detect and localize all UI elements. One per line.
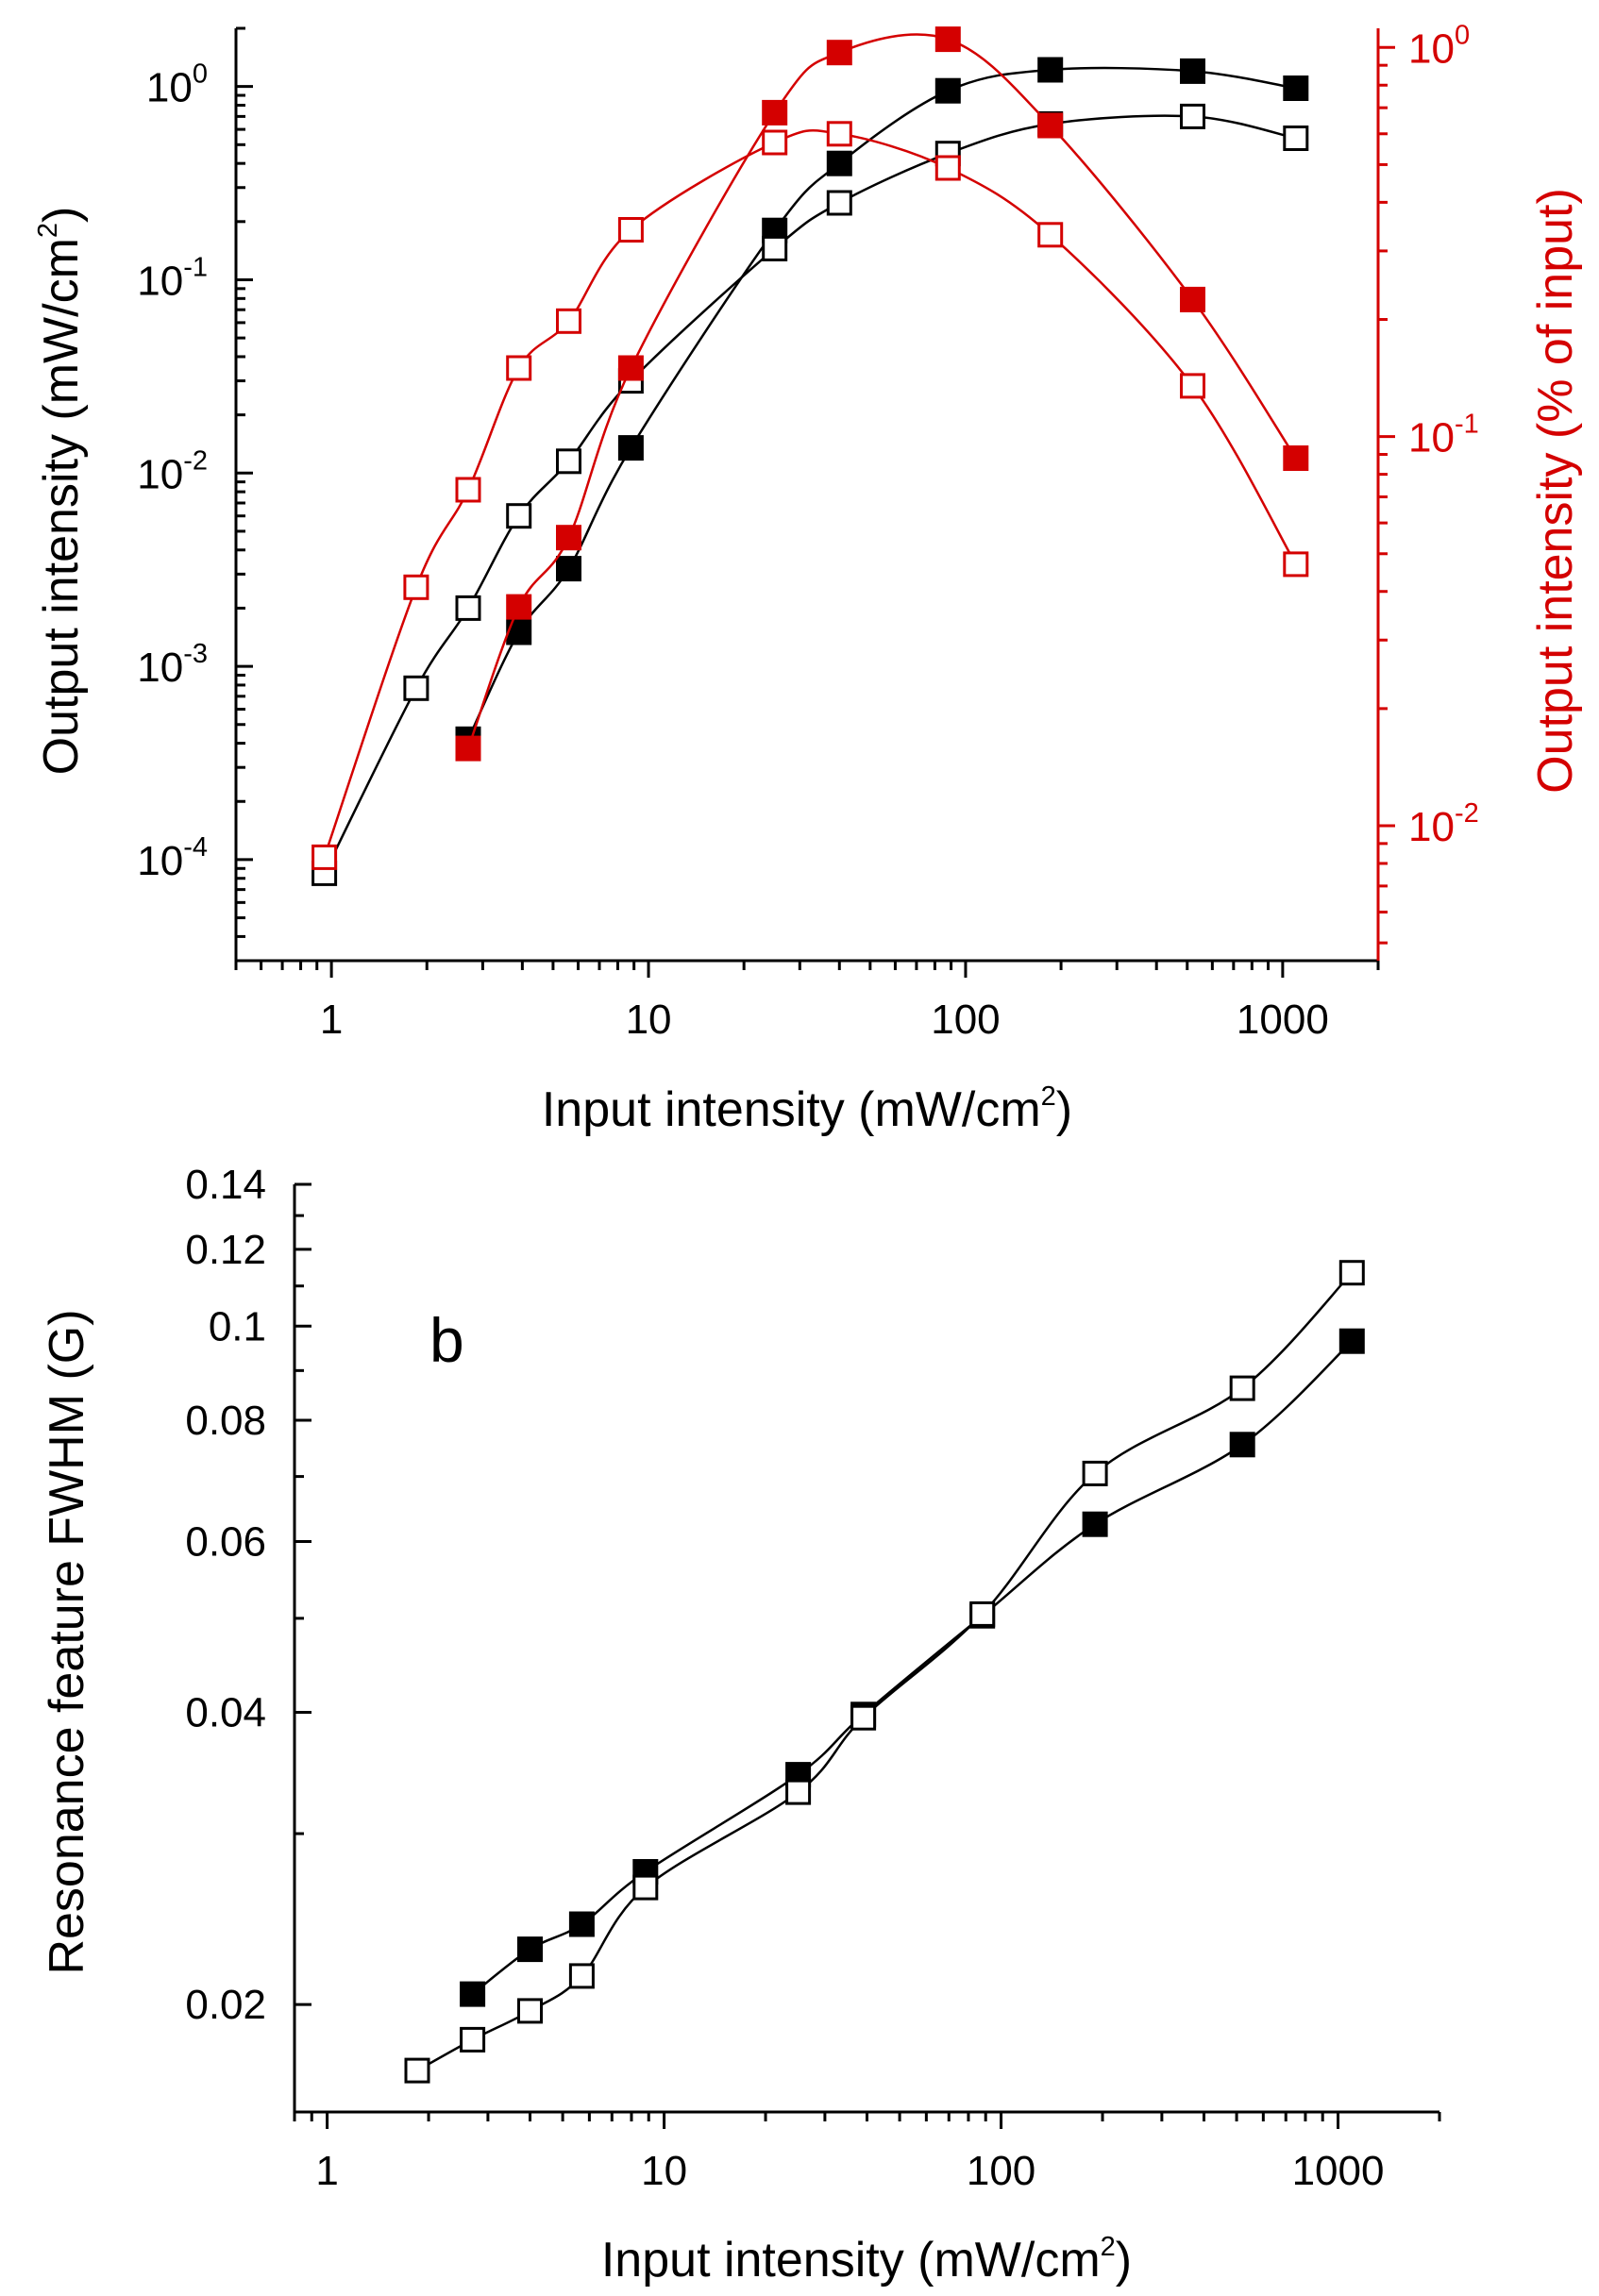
panel-b-series-1-marker bbox=[1082, 1460, 1108, 1486]
panel-a-series-1-marker bbox=[762, 235, 788, 261]
panel-a-series-1-marker bbox=[556, 448, 581, 475]
panel-a-right-y-tick-label: 100 bbox=[1408, 20, 1470, 72]
panel-a-series-1-marker bbox=[826, 190, 852, 216]
panel-a-series-0-marker bbox=[1283, 75, 1309, 101]
panel-b-y-tick-label: 0.14 bbox=[185, 1162, 266, 1208]
panel-b-y-tick-label: 0.02 bbox=[185, 1982, 266, 2028]
panel-a-series-2-marker bbox=[1037, 112, 1064, 139]
panel-a-series-2-line bbox=[466, 33, 1297, 749]
panel-a-x-axis-label: Input intensity (mW/cm2) bbox=[542, 1081, 1072, 1137]
panel-a-series-2-marker bbox=[506, 594, 532, 620]
panel-a-x-tick-label: 1 bbox=[320, 997, 343, 1043]
panel-b-series-0-line bbox=[471, 1340, 1354, 1996]
panel-a-x-tick-label: 10 bbox=[626, 997, 672, 1043]
panel-a-y-axis-label: Output intensity (mW/cm2) bbox=[33, 207, 89, 776]
panel-a-series-1-marker bbox=[506, 503, 532, 529]
panel-a-series-2-marker bbox=[826, 40, 852, 66]
panel-a-y-tick-label: 10-3 bbox=[137, 639, 208, 691]
panel-a-series-2-marker bbox=[762, 99, 788, 126]
panel-b-y-ticks: 0.02 0.04 0.06 0.08 0.1 0.12 0.14 bbox=[185, 1162, 311, 2028]
panel-a-series-0-marker bbox=[556, 556, 581, 582]
panel-b-fwhm-chart: 1 10 100 1000 0.02 0.04 0.06 0.08 0.1 0.12 0.14 b… bbox=[40, 1162, 1441, 2288]
panel-a-series-3-marker bbox=[1283, 551, 1309, 578]
panel-b-y-axis-label: Resonance feature FWHM (G) bbox=[40, 1309, 94, 1974]
panel-b-series-1-marker bbox=[517, 1998, 543, 2024]
panel-a-y-tick-label: 10-4 bbox=[137, 832, 208, 884]
panel-a-series-0-marker bbox=[617, 435, 644, 461]
panel-a-series bbox=[311, 26, 1309, 886]
panel-b-series-1-marker bbox=[850, 1704, 877, 1731]
panel-b-series-0-marker bbox=[460, 1981, 486, 2007]
panel-a-series-0-line bbox=[466, 66, 1297, 740]
panel-a-y-tick-label: 10-2 bbox=[137, 445, 208, 497]
panel-b-x-tick-label: 100 bbox=[967, 2148, 1035, 2194]
panel-a-y-tick-label: 10-1 bbox=[137, 252, 208, 304]
panel-a-series-3-marker bbox=[403, 574, 429, 600]
panel-a-right-y-axis-label: Output intensity (% of input) bbox=[1528, 188, 1583, 794]
panel-b-series-0-marker bbox=[1229, 1432, 1255, 1458]
panel-a-series-3-marker bbox=[617, 217, 644, 243]
panel-b-x-tick-label: 10 bbox=[641, 2148, 687, 2194]
panel-b-series-1-marker bbox=[404, 2057, 430, 2084]
panel-a-series-2-marker bbox=[556, 525, 581, 551]
panel-a-series-3-marker bbox=[455, 477, 481, 503]
panel-b-series-1-marker bbox=[460, 2026, 486, 2053]
panel-a-x-tick-label: 1000 bbox=[1237, 997, 1329, 1043]
panel-b-y-tick-label: 0.04 bbox=[185, 1690, 266, 1736]
panel-b-series-0-marker bbox=[1338, 1328, 1365, 1354]
panel-a-series-1-line bbox=[323, 114, 1297, 874]
panel-b-series-1-marker bbox=[969, 1600, 996, 1627]
panel-b-series-1-marker bbox=[632, 1874, 659, 1901]
panel-b-y-tick-label: 0.08 bbox=[185, 1398, 266, 1444]
panel-a-series-0-marker bbox=[934, 77, 961, 104]
panel-b-x-ticks: 1 10 100 1000 bbox=[293, 2112, 1441, 2194]
panel-a-series-2-marker bbox=[1180, 286, 1205, 312]
panel-a-series-1-marker bbox=[1180, 103, 1205, 129]
panel-b-series-0-marker bbox=[517, 1936, 543, 1963]
panel-b-x-axis-label: Input intensity (mW/cm2) bbox=[601, 2232, 1132, 2288]
panel-b-y-tick-label: 0.1 bbox=[209, 1303, 266, 1349]
panel-a-series-1-marker bbox=[403, 675, 429, 701]
panel-b-series-1-marker bbox=[785, 1779, 812, 1805]
panel-a-series-2-marker bbox=[934, 26, 961, 53]
panel-a-series-3-marker bbox=[556, 308, 581, 334]
panel-b-x-tick-label: 1000 bbox=[1292, 2148, 1385, 2194]
panel-b-series-1-line bbox=[416, 1271, 1354, 2072]
panel-b-letter: b bbox=[429, 1305, 464, 1375]
panel-a-series-3-marker bbox=[1037, 222, 1064, 248]
panel-a-series-0-marker bbox=[826, 150, 852, 176]
panel-a-series-1-marker bbox=[455, 595, 481, 621]
panel-a-series-3-marker bbox=[762, 129, 788, 156]
panel-a-series-1-marker bbox=[1283, 126, 1309, 151]
panel-a-right-y-tick-label: 10-1 bbox=[1408, 410, 1479, 461]
panel-a-series-2-marker bbox=[455, 735, 481, 762]
panel-a-series-3-marker bbox=[1180, 373, 1205, 399]
panel-a-y-tick-label: 100 bbox=[146, 59, 208, 111]
panel-a-series-3-marker bbox=[311, 844, 338, 870]
panel-a-series-2-marker bbox=[617, 355, 644, 381]
panel-a-series-0-marker bbox=[1037, 57, 1064, 83]
panel-a-series-3-marker bbox=[826, 121, 852, 147]
panel-b-y-tick-label: 0.06 bbox=[185, 1518, 266, 1565]
panel-a-series-2-marker bbox=[1283, 445, 1309, 471]
panel-b-series-1-marker bbox=[1338, 1260, 1365, 1286]
panel-a-x-tick-label: 100 bbox=[931, 997, 1000, 1043]
panel-a-series-3-marker bbox=[934, 155, 961, 181]
panel-a-series-0-marker bbox=[1180, 58, 1205, 84]
panel-b-x-tick-label: 1 bbox=[315, 2148, 338, 2194]
panel-b-series bbox=[404, 1260, 1365, 2084]
panel-a-right-y-ticks: 10-2 10-1 100 bbox=[1378, 20, 1479, 945]
panel-a-series-3-marker bbox=[506, 355, 532, 381]
panel-b-series-0-marker bbox=[568, 1911, 595, 1937]
panel-a-series-3-line bbox=[323, 128, 1297, 858]
panel-b-series-1-marker bbox=[1229, 1375, 1255, 1401]
panel-b-y-tick-label: 0.12 bbox=[185, 1227, 266, 1273]
panel-a-right-y-tick-label: 10-2 bbox=[1408, 798, 1479, 850]
panel-b-series-1-marker bbox=[568, 1963, 595, 1989]
panel-b-series-0-marker bbox=[1082, 1511, 1108, 1537]
panel-a-y-ticks: 10-4 10-3 10-2 10-1 100 bbox=[137, 26, 253, 963]
panel-a-x-ticks: 1 10 100 1000 bbox=[234, 961, 1380, 1043]
